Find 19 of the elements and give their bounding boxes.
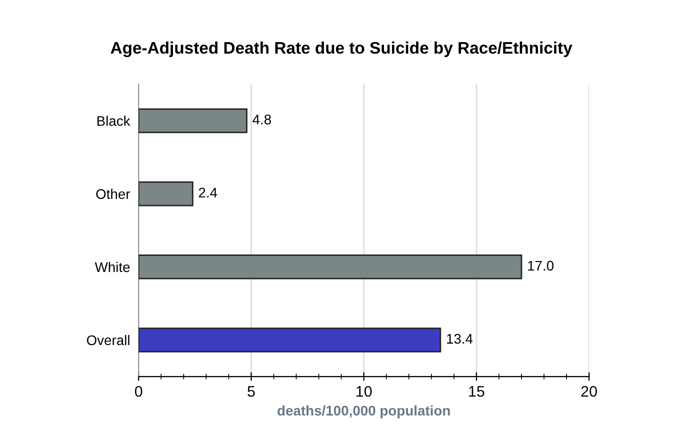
chart-title: Age-Adjusted Death Rate due to Suicide by Race/Ethnicity <box>110 42 572 58</box>
bar <box>138 254 522 280</box>
x-tick-label: 5 <box>248 386 255 397</box>
x-tick-label: 15 <box>469 386 484 397</box>
x-tick-label: 20 <box>581 386 597 397</box>
y-tick-label: Black <box>97 116 130 126</box>
x-axis-title: deaths/100,000 population <box>278 405 450 418</box>
data-label: 13.4 <box>447 334 473 344</box>
bar <box>138 328 442 352</box>
y-tick-label: White <box>94 262 130 272</box>
bar <box>138 108 248 134</box>
data-label: 4.8 <box>252 114 271 124</box>
data-label: 2.4 <box>198 188 218 198</box>
data-label: 17.0 <box>528 260 554 271</box>
y-tick-label: Other <box>96 188 130 199</box>
y-tick-label: Overall <box>86 334 130 346</box>
x-tick-label: 0 <box>134 386 142 397</box>
x-tick-label: 10 <box>356 386 372 397</box>
bar <box>138 181 194 206</box>
